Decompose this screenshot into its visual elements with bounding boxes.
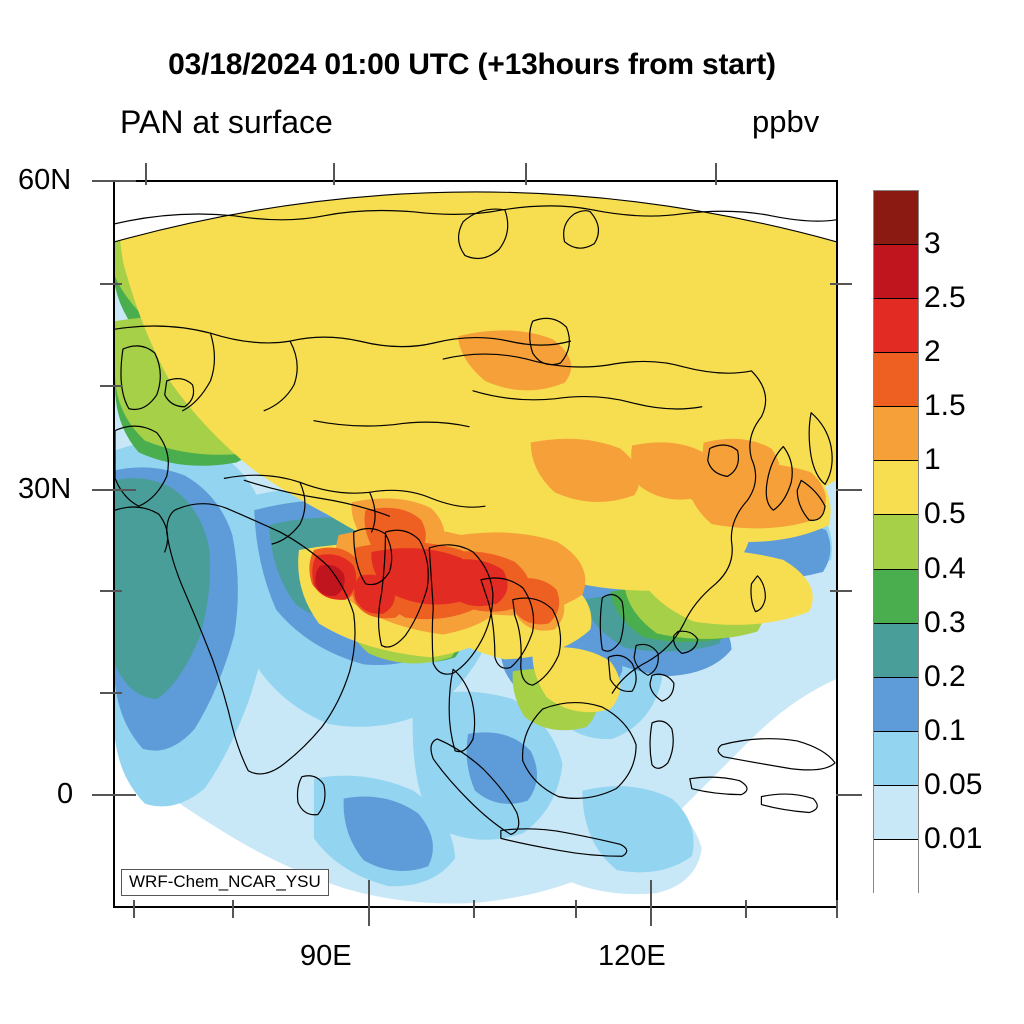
colorbar-band-3 — [874, 353, 918, 408]
colorbar-band-0 — [874, 191, 918, 246]
coastline-borders-group — [115, 191, 836, 857]
colorbar-band-4 — [874, 407, 918, 462]
colorbar-tick-label-0.01: 0.01 — [924, 821, 983, 855]
page-title: 03/18/2024 01:00 UTC (+13hours from star… — [168, 48, 776, 81]
x-tick-major-2 — [650, 880, 652, 926]
colorbar-tick-label-0.1: 0.1 — [924, 713, 966, 747]
colorbar-tick-label-1: 1 — [924, 443, 941, 477]
map-canvas — [115, 182, 836, 906]
colorbar-tick-label-0.2: 0.2 — [924, 659, 966, 693]
x-tick-minor-6 — [836, 900, 838, 918]
colorbar-tick-label-2.5: 2.5 — [924, 281, 966, 315]
colorbar-tick-label-2: 2 — [924, 335, 941, 369]
colorbar-tick-label-0.5: 0.5 — [924, 497, 966, 531]
y-tick-60n — [92, 180, 136, 182]
x-tick-minor-2 — [232, 900, 234, 918]
y-tick-minor-1 — [100, 283, 122, 285]
x-tick-top-3 — [525, 163, 527, 185]
colorbar-tick-label-0.4: 0.4 — [924, 551, 966, 585]
colorbar-band-8 — [874, 623, 918, 678]
colorbar-tick-label-1.5: 1.5 — [924, 389, 966, 423]
map-plot-area[interactable] — [113, 180, 838, 908]
x-tick-top-2 — [333, 163, 335, 185]
colorbar-tick-label-0.3: 0.3 — [924, 605, 966, 639]
y-tick-right-3 — [830, 590, 852, 592]
y-tick-right-1 — [830, 283, 852, 285]
colorbar-band-6 — [874, 515, 918, 570]
colorbar[interactable] — [873, 190, 919, 894]
x-tick-minor-4 — [575, 900, 577, 918]
colorbar-tick-label-0.05: 0.05 — [924, 767, 983, 801]
y-tick-minor-2 — [100, 385, 122, 387]
y-tick-right-2 — [836, 489, 862, 491]
units-label: ppbv — [752, 104, 820, 139]
colorbar-band-1 — [874, 245, 918, 300]
colorbar-band-10 — [874, 731, 918, 786]
y-tick-minor-3 — [100, 590, 122, 592]
x-axis-label-120e: 120E — [598, 940, 666, 972]
colorbar-band-12 — [874, 839, 918, 894]
x-tick-minor-3 — [473, 900, 475, 918]
contour-map-svg — [115, 191, 836, 906]
x-axis-label-90e: 90E — [300, 940, 352, 972]
colorbar-band-7 — [874, 569, 918, 624]
y-axis-label-0: 0 — [57, 778, 74, 810]
colorbar-band-11 — [874, 785, 918, 840]
colorbar-band-2 — [874, 299, 918, 354]
y-tick-0 — [92, 794, 136, 796]
x-tick-top-4 — [715, 163, 717, 185]
y-axis-label-30n: 30N — [18, 473, 72, 505]
y-tick-30n — [92, 489, 136, 491]
x-tick-minor-5 — [745, 900, 747, 918]
contour-fill-group — [115, 191, 836, 906]
colorbar-band-5 — [874, 461, 918, 516]
model-tag: WRF-Chem_NCAR_YSU — [121, 869, 329, 896]
x-tick-top-1 — [145, 163, 147, 185]
y-axis-label-60n: 60N — [18, 164, 72, 196]
y-tick-right-4 — [836, 794, 862, 796]
x-tick-minor-1 — [133, 900, 135, 918]
y-tick-minor-4 — [100, 692, 122, 694]
colorbar-tick-label-3: 3 — [924, 227, 941, 261]
colorbar-band-9 — [874, 677, 918, 732]
x-tick-major-1 — [368, 880, 370, 926]
plot-subtitle: PAN at surface — [120, 104, 333, 140]
